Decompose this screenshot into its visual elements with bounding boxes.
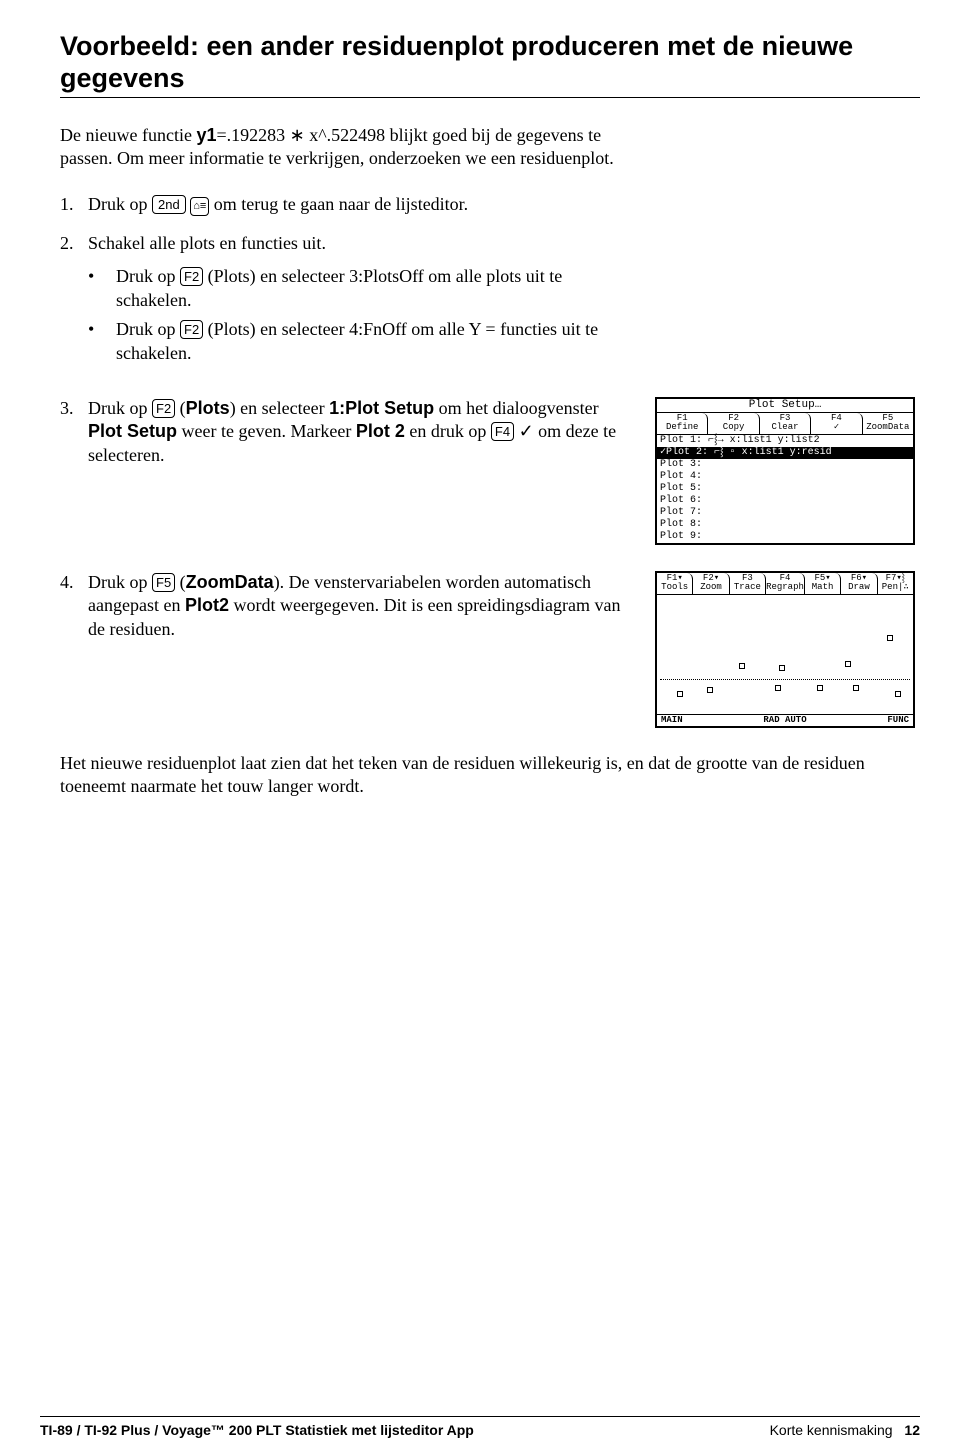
- calc-tab: F4✓: [811, 413, 862, 434]
- step-1-b: om terug te gaan naar de lijsteditor.: [209, 194, 468, 214]
- plot-row: Plot 1: ⌐⸾→ x:list1 y:list2: [657, 435, 913, 447]
- calc-tabs-row: F1DefineF2CopyF3ClearF4✓F5ZoomData: [657, 413, 913, 435]
- s3-f: en druk op: [405, 421, 491, 441]
- b2-a: Druk op: [116, 319, 180, 339]
- calc-screen-scatter: F1▾ToolsF2▾ZoomF3TraceF4RegraphF5▾MathF6…: [655, 571, 915, 728]
- scatter-point: [707, 687, 713, 693]
- calc-tabs-row-2: F1▾ToolsF2▾ZoomF3TraceF4RegraphF5▾MathF6…: [657, 573, 913, 595]
- calc-tab: F1▾Tools: [657, 573, 693, 594]
- step-4: 4. Druk op F5 (ZoomData). De venstervari…: [60, 571, 635, 641]
- key-f4: F4: [491, 422, 514, 441]
- s3-d: om het dialoogvenster: [434, 398, 598, 418]
- footer-right-label: Korte kennismaking: [770, 1422, 893, 1438]
- calc-tab: F2▾Zoom: [693, 573, 729, 594]
- key-f2: F2: [180, 267, 203, 286]
- calc-tab: F4Regraph: [766, 573, 805, 594]
- plot-row: Plot 6:: [657, 495, 913, 507]
- footer-left: TI-89 / TI-92 Plus / Voyage™ 200 PLT Sta…: [40, 1421, 474, 1439]
- calc-tab: F5▾Math: [805, 573, 841, 594]
- step-2: 2. Schakel alle plots en functies uit. •…: [60, 232, 920, 381]
- scatter-area: [657, 595, 913, 715]
- scatter-point: [779, 665, 785, 671]
- scatter-point: [895, 691, 901, 697]
- intro-eq: y1: [196, 125, 216, 145]
- s3-p2: Plot 2: [356, 421, 405, 441]
- calc-tab: F3Trace: [730, 573, 766, 594]
- key-f2: F2: [180, 320, 203, 339]
- scatter-point: [845, 661, 851, 667]
- s3-opt: 1:Plot Setup: [329, 398, 434, 418]
- apps-icon: ⌂≡: [190, 197, 209, 216]
- step-4-num: 4.: [60, 571, 88, 641]
- plot-row: ✓Plot 2: ⌐⸾ ▫ x:list1 y:resid: [657, 447, 913, 459]
- calc-plot-rows: Plot 1: ⌐⸾→ x:list1 y:list2✓Plot 2: ⌐⸾ ▫…: [657, 435, 913, 543]
- plot-row: Plot 8:: [657, 519, 913, 531]
- status-m: RAD AUTO: [763, 716, 806, 725]
- scatter-point: [887, 635, 893, 641]
- status-bar: MAIN RAD AUTO FUNC: [657, 715, 913, 726]
- step-3: 3. Druk op F2 (Plots) en selecteer 1:Plo…: [60, 397, 635, 467]
- scatter-point: [853, 685, 859, 691]
- status-l: MAIN: [661, 716, 683, 725]
- s3-a: Druk op: [88, 398, 152, 418]
- footer-page-num: 12: [904, 1422, 920, 1438]
- conclusion: Het nieuwe residuenplot laat zien dat he…: [60, 752, 920, 799]
- calc-tab: F3Clear: [760, 413, 811, 434]
- plot-row: Plot 5:: [657, 483, 913, 495]
- plot-row: Plot 4:: [657, 471, 913, 483]
- step-2-num: 2.: [60, 232, 88, 381]
- page-footer: TI-89 / TI-92 Plus / Voyage™ 200 PLT Sta…: [40, 1416, 920, 1439]
- calc-tab: F5ZoomData: [863, 413, 913, 434]
- s3-dlg: Plot Setup: [88, 421, 177, 441]
- plot-row: Plot 9:: [657, 531, 913, 543]
- step-2-bullet-1: • Druk op F2 (Plots) en selecteer 3:Plot…: [88, 265, 628, 312]
- calc-tab: F2Copy: [708, 413, 759, 434]
- title-rule: [60, 97, 920, 98]
- scatter-point: [817, 685, 823, 691]
- status-r: FUNC: [887, 716, 909, 725]
- bullet-dot: •: [88, 265, 116, 312]
- scatter-point: [775, 685, 781, 691]
- s3-b: (: [175, 398, 186, 418]
- step-2-bullet-2: • Druk op F2 (Plots) en selecteer 4:FnOf…: [88, 318, 628, 365]
- s4-p2: Plot2: [185, 595, 229, 615]
- s3-e: weer te geven. Markeer: [177, 421, 356, 441]
- key-2nd: 2nd: [152, 195, 186, 214]
- s4-zd: ZoomData: [186, 572, 274, 592]
- page-title: Voorbeeld: een ander residuenplot produc…: [60, 30, 920, 95]
- calc-tab: F1Define: [657, 413, 708, 434]
- scatter-point: [677, 691, 683, 697]
- s3-c: ) en selecteer: [230, 398, 329, 418]
- step-2-lead: Schakel alle plots en functies uit.: [88, 232, 628, 255]
- s4-a: Druk op: [88, 572, 152, 592]
- scatter-point: [739, 663, 745, 669]
- intro-paragraph: De nieuwe functie y1=.192283 ∗ x^.522498…: [60, 124, 620, 171]
- s3-plots: Plots: [186, 398, 230, 418]
- plot-row: Plot 7:: [657, 507, 913, 519]
- step-1-num: 1.: [60, 193, 88, 216]
- calc-tab: F6▾Draw: [841, 573, 877, 594]
- plot-row: Plot 3:: [657, 459, 913, 471]
- calc-tab: F7▾⸾Pen|∴: [878, 573, 913, 594]
- b1-a: Druk op: [116, 266, 180, 286]
- calc-title: Plot Setup…: [657, 399, 913, 413]
- key-f5: F5: [152, 573, 175, 592]
- bullet-dot: •: [88, 318, 116, 365]
- key-f2: F2: [152, 399, 175, 418]
- step-1-a: Druk op: [88, 194, 152, 214]
- intro-text-a: De nieuwe functie: [60, 125, 196, 145]
- axis-line: [660, 679, 910, 680]
- step-1: 1. Druk op 2nd ⌂≡ om terug te gaan naar …: [60, 193, 920, 216]
- calc-screen-plot-setup: Plot Setup… F1DefineF2CopyF3ClearF4✓F5Zo…: [655, 397, 915, 545]
- step-3-num: 3.: [60, 397, 88, 467]
- s4-b: (: [175, 572, 186, 592]
